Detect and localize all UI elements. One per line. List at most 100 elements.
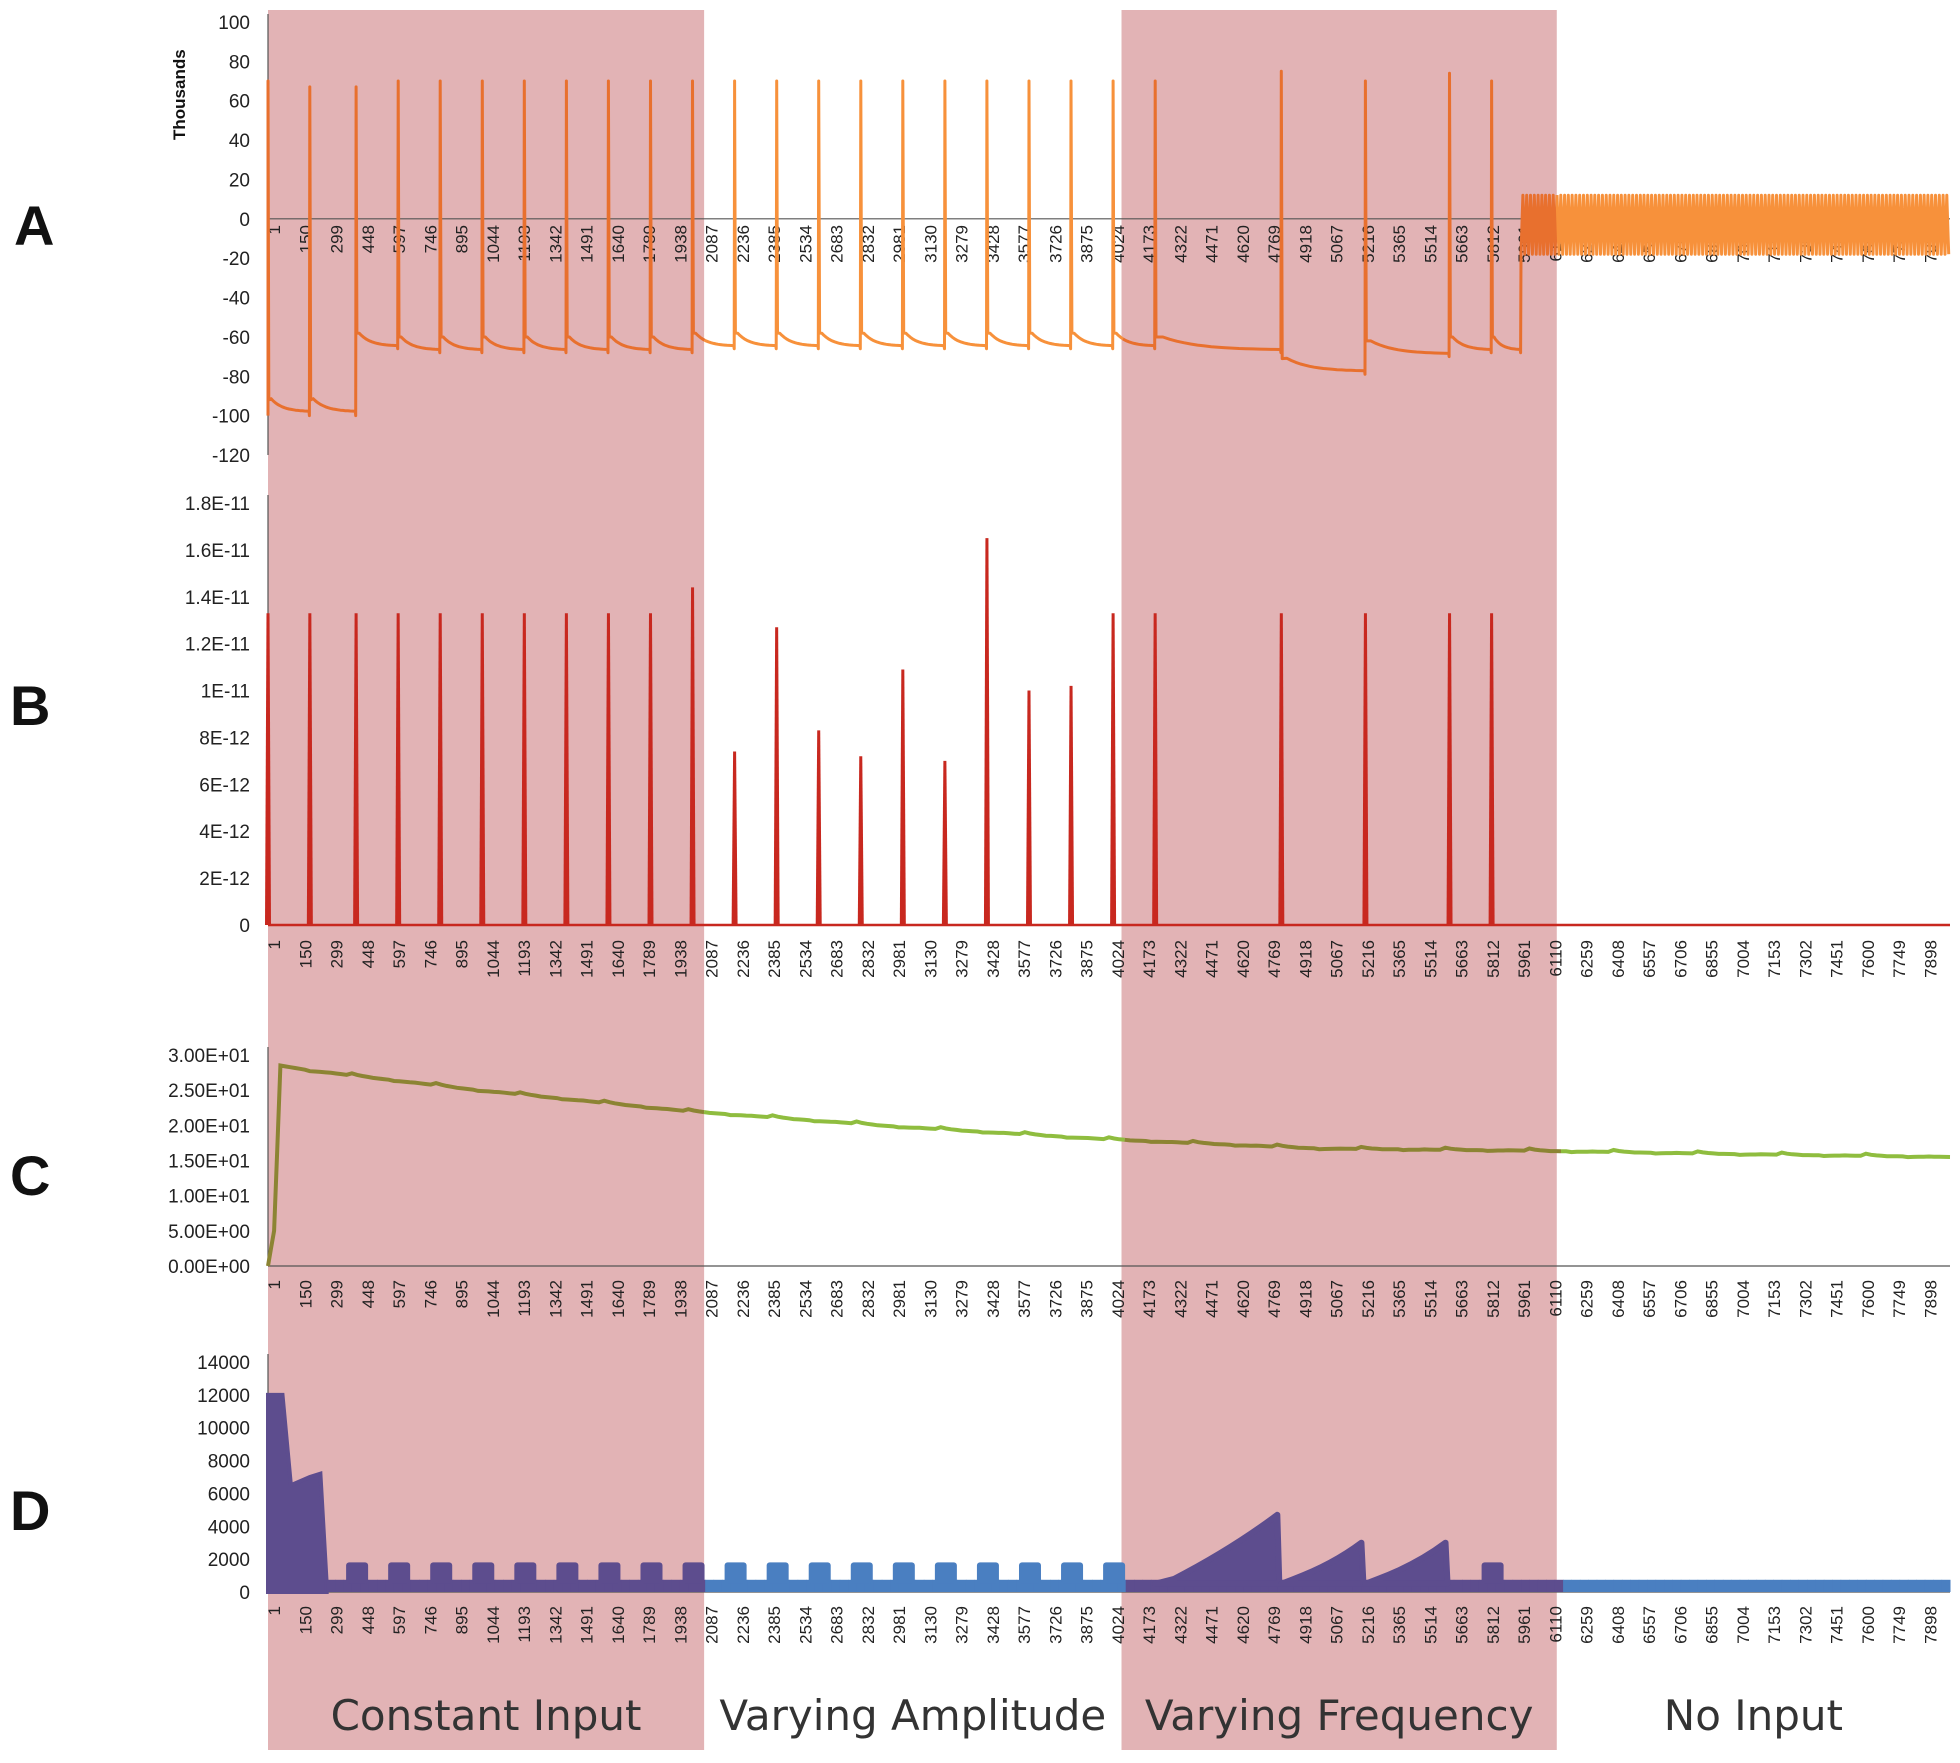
panel-c-x-tick: 5514 [1421, 1280, 1440, 1318]
panel-d-baseline [503, 1579, 513, 1592]
panel-d-baseline [1899, 1579, 1909, 1592]
panel-b-spike [395, 613, 402, 925]
panel-d-burst [976, 1562, 999, 1584]
panel-a-trace-2 [1122, 69, 1559, 376]
panel-b-x-tick: 7004 [1734, 940, 1753, 978]
panel-d-ramp [1152, 1511, 1283, 1587]
panel-d-baseline [688, 1579, 698, 1592]
panel-d-baseline [343, 1579, 353, 1592]
panel-d-baseline [982, 1579, 992, 1592]
panel-d-x-tick: 3130 [921, 1606, 940, 1644]
panel-d-baseline [1100, 1579, 1110, 1592]
panel-b-x-tick: 895 [453, 940, 472, 968]
panel-d-series [266, 1392, 1951, 1594]
panel-d-baseline [1462, 1579, 1472, 1592]
panel-a-x-tick: 1 [265, 225, 284, 234]
panel-d-baseline [1840, 1579, 1850, 1592]
panel-b: B 1.8E-11 1.6E-11 1.4E-11 1.2E-11 1E-11 8E-12… [10, 494, 1950, 978]
panel-d-baseline [595, 1579, 605, 1592]
panel-d-baseline [1891, 1579, 1901, 1592]
panel-d-baseline [1554, 1579, 1564, 1592]
panel-d-x-tick: 7600 [1859, 1606, 1878, 1644]
panel-d-x-tick: 597 [390, 1606, 409, 1634]
panel-d-x-tick: 4173 [1140, 1606, 1159, 1644]
panel-d-x-tick: 5067 [1328, 1606, 1347, 1644]
panel-b-x-tick: 7600 [1859, 940, 1878, 978]
panel-c-x-tick: 3279 [953, 1280, 972, 1318]
panel-a-y-ticks: 100 80 60 40 20 0 -20 -40 -60 -80 -100 -120 [212, 13, 250, 467]
panel-a-y-tick: -80 [223, 367, 250, 388]
panel-d-baseline [1941, 1579, 1951, 1592]
panel-d-baseline [1024, 1579, 1034, 1592]
panel-a-y-tick: -120 [212, 446, 250, 467]
panel-c-x-tick: 2683 [828, 1280, 847, 1318]
panel-d-x-tick: 5663 [1453, 1606, 1472, 1644]
panel-d-burst [346, 1562, 369, 1584]
panel-b-y-tick: 0 [239, 916, 250, 937]
panel-c-x-tick: 4173 [1140, 1280, 1159, 1318]
panel-a-x-tick: 746 [421, 225, 440, 253]
panel-d-burst [1103, 1562, 1126, 1584]
panel-d-baseline [335, 1579, 344, 1592]
panel-d-baseline [520, 1579, 530, 1592]
panel-d-baseline [1083, 1579, 1093, 1592]
panel-d-x-tick: 6259 [1578, 1606, 1597, 1644]
panel-d-y-tick: 6000 [208, 1484, 250, 1505]
panel-d-baseline [957, 1579, 967, 1592]
panel-d-x-tick: 746 [421, 1606, 440, 1634]
panel-d-baseline [890, 1579, 900, 1592]
panel-c-x-tick: 2534 [796, 1280, 815, 1318]
panel-b-x-tick: 6110 [1546, 940, 1565, 977]
panel-b-x-tick: 5216 [1359, 940, 1378, 978]
panel-d-baseline [1655, 1579, 1665, 1592]
panel-b-spike [521, 613, 528, 925]
panel-c-x-tick: 7749 [1890, 1280, 1909, 1318]
panel-d-baseline [419, 1579, 429, 1592]
panel-d-baseline [629, 1579, 639, 1592]
region-shade-3 [1121, 10, 1557, 1750]
panel-b-y-tick: 1.4E-11 [185, 588, 250, 609]
panel-c-x-tick: 6855 [1703, 1280, 1722, 1318]
panel-c-x-tick: 3726 [1046, 1280, 1065, 1318]
panel-d-baseline [747, 1579, 757, 1592]
panel-b-x-tick: 1938 [671, 940, 690, 978]
panel-d-baseline [528, 1579, 538, 1592]
panel-d-y-tick: 2000 [208, 1550, 250, 1571]
panel-c-x-tick: 5216 [1359, 1280, 1378, 1318]
panel-c-x-tick: 1789 [640, 1280, 659, 1318]
panel-a-x-tick: 1044 [484, 225, 503, 263]
panel-c-x-tick: 597 [390, 1280, 409, 1308]
panel-d-burst [388, 1562, 411, 1584]
panel-c-x-tick: 7451 [1828, 1280, 1847, 1318]
panel-d-baseline [1016, 1579, 1026, 1592]
panel-d-x-tick: 4918 [1296, 1606, 1315, 1644]
panel-b-x-tick: 1044 [484, 940, 503, 978]
panel-c-x-tick: 1 [265, 1280, 284, 1289]
panel-d-baseline [1134, 1579, 1144, 1592]
panel-c-x-tick: 895 [453, 1280, 472, 1308]
panel-a-y-tick: 60 [229, 92, 250, 113]
panel-d-baseline [1075, 1579, 1085, 1592]
panel-d-baseline [1596, 1579, 1606, 1592]
panel-b-x-tick: 5663 [1453, 940, 1472, 978]
panel-a-x-tick: 5514 [1421, 225, 1440, 263]
region-shading [268, 10, 1557, 1750]
panel-d-x-tick: 1938 [671, 1606, 690, 1644]
panel-d-x-tick: 4620 [1234, 1606, 1253, 1644]
panel-d-burst [808, 1562, 831, 1584]
panel-d-baseline [806, 1579, 816, 1592]
panel-b-series [265, 538, 1495, 925]
panel-d-baseline [646, 1579, 656, 1592]
panel-b-y-tick: 1.8E-11 [185, 494, 250, 515]
panel-d-baseline [1748, 1579, 1758, 1592]
region-label-1: Constant Input [331, 1691, 642, 1740]
panel-d-baseline [377, 1579, 387, 1592]
region-label-2: Varying Amplitude [719, 1691, 1106, 1740]
panel-b-x-tick: 7153 [1765, 940, 1784, 978]
panel-d-baseline [1579, 1579, 1589, 1592]
panel-a-y-tick: 40 [229, 131, 250, 152]
panel-d-baseline [764, 1579, 773, 1592]
panel-c-x-tick: 5365 [1390, 1280, 1409, 1318]
panel-d-burst [850, 1562, 873, 1584]
panel-d-x-tick: 1044 [484, 1606, 503, 1644]
